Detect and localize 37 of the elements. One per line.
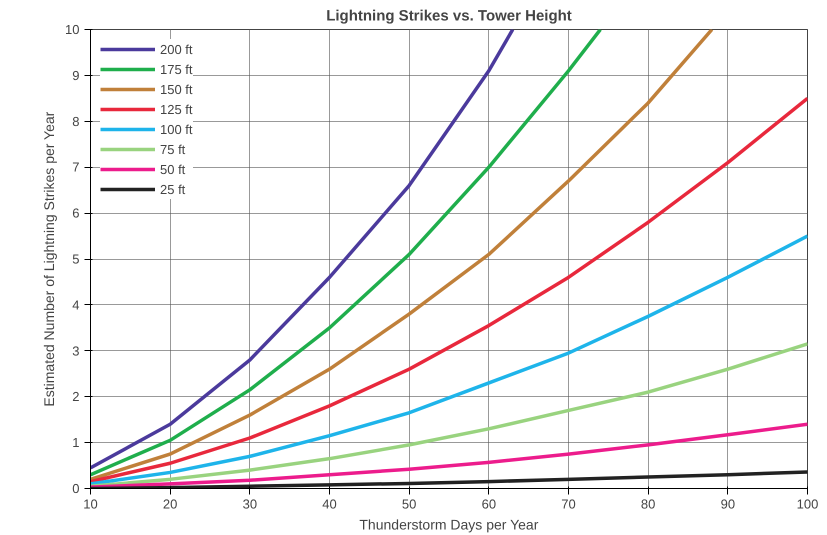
- legend-label: 125 ft: [160, 102, 193, 116]
- x-axis-title: Thunderstorm Days per Year: [359, 516, 539, 532]
- x-tick-label: 10: [83, 496, 98, 512]
- y-tick-label: 5: [72, 252, 80, 266]
- y-tick-label: 8: [72, 114, 80, 129]
- x-tick-label: 20: [162, 496, 178, 512]
- y-axis-title: Estimated Number of Lightning Strikes per Year: [41, 111, 58, 407]
- line-series: [90, 30, 514, 470]
- y-tick-label: 4: [72, 297, 80, 312]
- y-tick-label: 10: [65, 22, 80, 37]
- line-series: [90, 30, 714, 482]
- line-series: [90, 96, 808, 484]
- x-tick-label: 100: [796, 496, 818, 512]
- y-tick-label: 1: [72, 435, 80, 450]
- y-tick-label: 3: [72, 343, 80, 358]
- y-tick-label: 6: [72, 206, 80, 221]
- x-tick-label: 30: [242, 496, 258, 512]
- legend-label: 75 ft: [160, 142, 186, 156]
- x-tick-label: 40: [322, 496, 337, 512]
- line-series: [90, 30, 602, 476]
- x-tick-label: 50: [402, 496, 416, 512]
- x-tick-label: 80: [640, 496, 656, 512]
- x-tick-label: 60: [482, 496, 496, 512]
- y-tick-label: 2: [72, 389, 80, 404]
- line-series: [90, 234, 808, 486]
- y-tick-label: 0: [72, 481, 80, 496]
- legend-label: 100 ft: [160, 122, 193, 136]
- x-tick-label: 90: [720, 496, 736, 512]
- legend-label: 150 ft: [160, 82, 193, 96]
- y-tick-label: 7: [72, 160, 80, 175]
- chart-title: Lightning Strikes vs. Tower Height: [326, 8, 572, 24]
- legend-label: 200 ft: [160, 42, 193, 56]
- legend-label: 50 ft: [160, 162, 186, 176]
- legend-label: 175 ft: [160, 62, 193, 76]
- x-tick-label: 70: [561, 496, 576, 512]
- legend-label: 25 ft: [160, 182, 186, 196]
- y-tick-label: 9: [72, 68, 80, 83]
